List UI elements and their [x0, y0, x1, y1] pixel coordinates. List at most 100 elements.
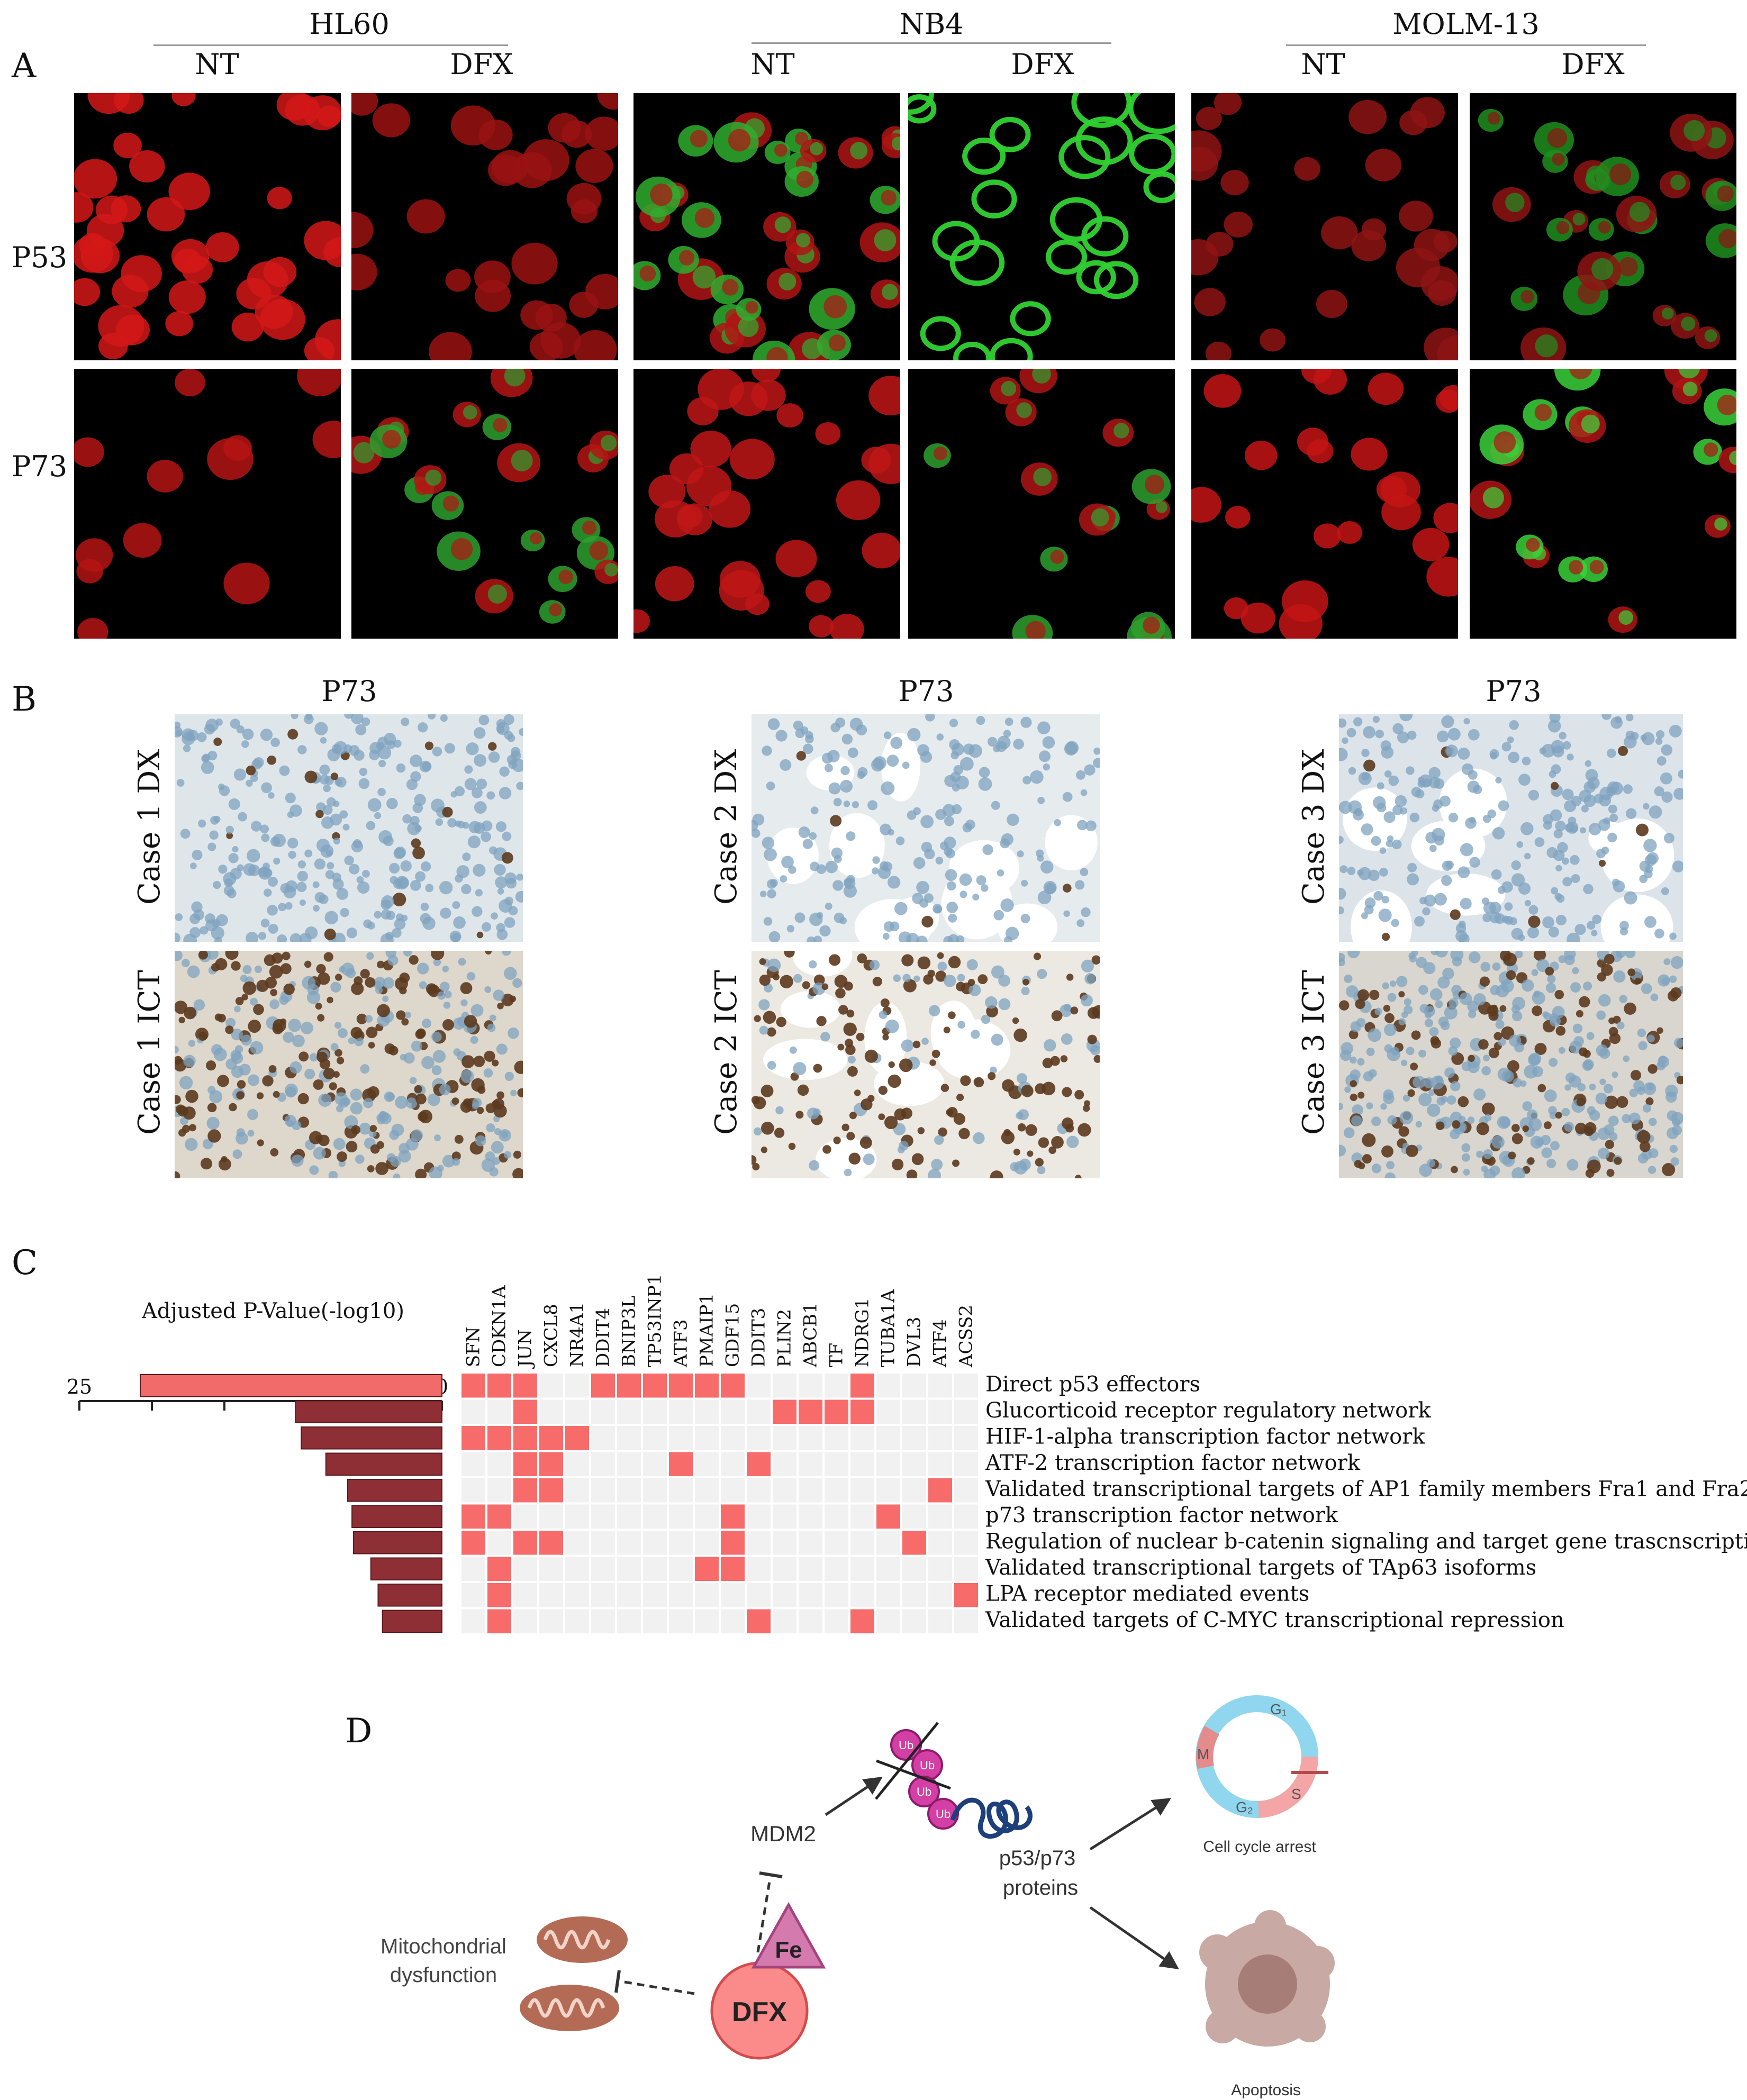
heatmap-cell [487, 1583, 511, 1607]
heatmap-cell [902, 1374, 926, 1398]
gene-label: SFN [463, 1326, 484, 1367]
heatmap-cell [954, 1504, 978, 1529]
heatmap-cell [695, 1609, 719, 1633]
enrichment-bar [301, 1426, 442, 1450]
heatmap-cell [928, 1452, 952, 1476]
gene-label: PMAIP1 [696, 1293, 717, 1367]
cell-line-title-molm13: MOLM-13 [1392, 7, 1540, 41]
pathway-label: Glucorticoid receptor regulatory network [985, 1398, 1431, 1423]
dfx-inhibit-mito-bar [614, 1970, 621, 1993]
heatmap-cell [773, 1374, 796, 1398]
heatmap-cell [928, 1583, 952, 1607]
condition-label-molm13-dfx: DFX [1561, 48, 1625, 81]
micro-molm13-nt-p73 [1191, 369, 1458, 639]
ihc-title-case2: P73 [898, 675, 954, 708]
micro-nb4-dfx-p73 [908, 369, 1175, 639]
heatmap-cell [850, 1399, 874, 1424]
heatmap-cell [591, 1426, 615, 1450]
heatmap-cell [669, 1609, 693, 1633]
panel-label-a: A [12, 47, 37, 86]
ihc-title-case3: P73 [1486, 675, 1542, 708]
heatmap-cell [721, 1399, 745, 1424]
gene-label: TUBA1A [877, 1289, 899, 1367]
heatmap-cell [799, 1504, 822, 1529]
pathway-label: Direct p53 effectors [985, 1372, 1200, 1397]
ubiquitin-cross-line-1 [875, 1722, 939, 1800]
ihc-label-case2-dx: Case 2 DX [709, 749, 744, 905]
heatmap-cell [539, 1452, 563, 1476]
heatmap-cell [591, 1399, 615, 1424]
dfx-label: DFX [732, 1997, 787, 2028]
panel-label-c: C [12, 1243, 38, 1283]
enrichment-bar [325, 1452, 442, 1476]
heatmap-cell [565, 1531, 589, 1555]
panel-label-d: D [345, 1712, 373, 1751]
ubiquitin-cross-line-2 [876, 1759, 951, 1790]
heatmap-cell [695, 1374, 719, 1398]
heatmap-cell [643, 1426, 667, 1450]
heatmap-cell [617, 1478, 641, 1503]
heatmap-cell [799, 1452, 822, 1476]
cell-line-rule-nb4 [752, 42, 1111, 44]
heatmap-cell [825, 1557, 848, 1581]
heatmap-cell [669, 1399, 693, 1424]
micro-hl60-dfx-p53 [351, 93, 618, 360]
heatmap-cell [643, 1531, 667, 1555]
heatmap-cell [487, 1557, 511, 1581]
condition-label-hl60-dfx: DFX [450, 48, 513, 81]
micro-hl60-dfx-p73 [351, 369, 618, 639]
gene-label: CXCL8 [540, 1304, 562, 1367]
heatmap-cell [565, 1374, 589, 1398]
condition-label-hl60-nt: NT [195, 48, 239, 81]
svg-text:Ub: Ub [899, 1739, 913, 1752]
heatmap-cell [669, 1374, 693, 1398]
heatmap-cell [591, 1583, 615, 1607]
heatmap-cell [721, 1609, 745, 1633]
gene-label: TF [826, 1343, 847, 1367]
heatmap-cell [876, 1426, 900, 1450]
heatmap-cell [902, 1583, 926, 1607]
gene-label: ATF3 [670, 1319, 691, 1368]
heatmap-cell [850, 1609, 874, 1633]
ubiquitin-chain-icon: Ub Ub Ub Ub [890, 1729, 959, 1830]
heatmap-cell [721, 1557, 745, 1581]
panel-label-b: B [12, 680, 37, 719]
heatmap-cell [513, 1531, 537, 1555]
mitochondria-icon [520, 1916, 628, 2031]
heatmap-cell [461, 1452, 485, 1476]
condition-label-nb4-dfx: DFX [1011, 48, 1074, 81]
gene-label: BNIP3L [618, 1296, 639, 1367]
heatmap-cell [461, 1557, 485, 1581]
gene-label: DVL3 [903, 1317, 925, 1367]
heatmap-cell [539, 1531, 563, 1555]
pathway-label: Validated transcriptional targets of AP1… [985, 1477, 1747, 1502]
row-label-p73: P73 [12, 450, 68, 483]
svg-text:G₂: G₂ [1236, 1799, 1253, 1815]
svg-text:M: M [1197, 1746, 1209, 1762]
heatmap-cell [747, 1478, 771, 1503]
heatmap-cell [799, 1478, 822, 1503]
ihc-case3-dx [1339, 714, 1683, 942]
heatmap-cell [591, 1609, 615, 1633]
heatmap-cell [643, 1504, 667, 1529]
dfx-inhibit-mito-line [624, 1980, 695, 1995]
cell-line-rule-molm13 [1286, 44, 1646, 46]
heatmap-cell [513, 1478, 537, 1503]
svg-text:Ub: Ub [920, 1759, 935, 1772]
heatmap-cell [461, 1609, 485, 1633]
heatmap-cell [669, 1452, 693, 1476]
heatmap-cell [591, 1557, 615, 1581]
ihc-label-case1-dx: Case 1 DX [132, 749, 167, 905]
heatmap-cell [850, 1531, 874, 1555]
arrow-to-apoptosis [1089, 1906, 1179, 1970]
ihc-case2-dx [752, 714, 1100, 942]
heatmap-cell [876, 1583, 900, 1607]
fe-triangle-icon [751, 1902, 826, 1969]
enrichment-axis-title: Adjusted P-Value(-log10) [142, 1299, 404, 1323]
ihc-label-case3-ict: Case 3 ICT [1297, 970, 1331, 1135]
heatmap-cell [876, 1557, 900, 1581]
svg-text:G₁: G₁ [1270, 1701, 1287, 1717]
heatmap-cell [461, 1426, 485, 1450]
heatmap-cell [539, 1399, 563, 1424]
heatmap-cell [954, 1374, 978, 1398]
